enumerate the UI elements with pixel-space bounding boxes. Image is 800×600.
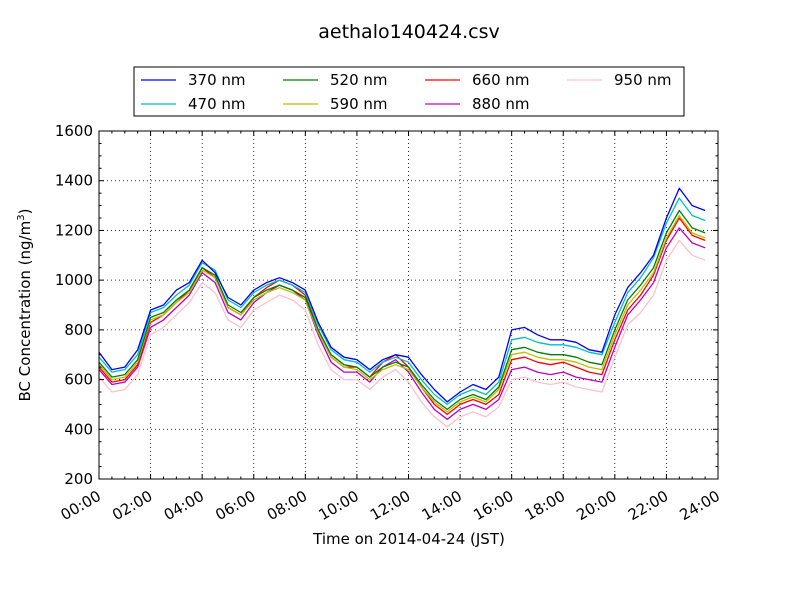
y-tick-label: 1400 xyxy=(55,172,93,190)
series-line xyxy=(98,187,706,403)
x-tick-label: 06:00 xyxy=(212,487,258,524)
series-line xyxy=(98,239,706,428)
series-line xyxy=(98,214,706,413)
series-line xyxy=(98,197,706,406)
legend-label: 590 nm xyxy=(330,95,388,113)
y-axis-label-end: ) xyxy=(16,209,34,215)
x-tick-label: 14:00 xyxy=(419,487,465,524)
series-line xyxy=(98,227,706,420)
x-tick-label: 10:00 xyxy=(315,487,361,524)
y-tick-label: 200 xyxy=(64,470,93,488)
legend-label: 950 nm xyxy=(614,71,672,89)
series-line xyxy=(98,209,706,411)
y-tick-label: 1000 xyxy=(55,271,93,289)
x-tick-label: 04:00 xyxy=(161,487,207,524)
y-tick-label: 400 xyxy=(64,420,93,438)
legend-label: 660 nm xyxy=(472,71,530,89)
y-tick-label: 800 xyxy=(64,321,93,339)
x-tick-label: 24:00 xyxy=(677,487,723,524)
x-tick-label: 00:00 xyxy=(58,487,104,524)
y-axis-label-superscript: 3 xyxy=(16,214,27,220)
y-axis-label: BC Concentration (ng/m3) xyxy=(16,209,34,402)
x-tick-label: 12:00 xyxy=(367,487,413,524)
y-tick-label: 1600 xyxy=(55,122,93,140)
y-tick-label: 1200 xyxy=(55,221,93,239)
y-tick-label: 600 xyxy=(64,371,93,389)
x-tick-label: 20:00 xyxy=(573,487,619,524)
x-tick-label: 02:00 xyxy=(109,487,155,524)
legend: 370 nm 470 nm 520 nm 590 nm 660 nm 880 nm 950 … xyxy=(133,66,685,117)
legend-label: 370 nm xyxy=(188,71,246,89)
x-axis-label: Time on 2014-04-24 (JST) xyxy=(312,530,505,548)
series-lines xyxy=(98,187,706,428)
x-tick-label: 08:00 xyxy=(264,487,310,524)
legend-label: 880 nm xyxy=(472,95,530,113)
y-axis: 200 400 600 800 1000 1200 1400 1600 xyxy=(55,122,718,488)
legend-label: 470 nm xyxy=(188,95,246,113)
y-axis-label-main: BC Concentration (ng/m xyxy=(16,221,34,402)
legend-label: 520 nm xyxy=(330,71,388,89)
x-tick-label: 18:00 xyxy=(522,487,568,524)
legend-box xyxy=(133,66,685,117)
x-tick-label: 22:00 xyxy=(625,487,671,524)
x-tick-label: 16:00 xyxy=(470,487,516,524)
chart-title: aethalo140424.csv xyxy=(318,21,500,43)
